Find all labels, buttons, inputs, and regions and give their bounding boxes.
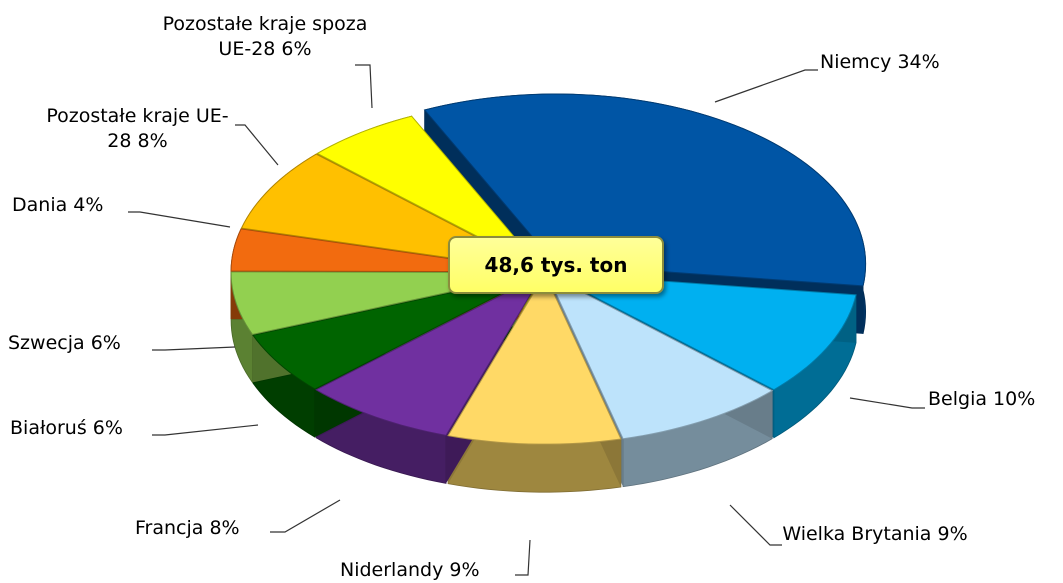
- value-label: 9%: [937, 523, 968, 545]
- value-label: 4%: [73, 194, 104, 216]
- slice: [316, 115, 544, 271]
- slice-label: Niderlandy 9%: [340, 558, 480, 583]
- value-label: 10%: [993, 388, 1036, 410]
- value-label: 34%: [897, 51, 940, 73]
- slice: [252, 272, 542, 390]
- leader-line: [270, 499, 341, 533]
- slice-label: Francja 8%: [135, 516, 240, 541]
- leader-line: [152, 346, 236, 351]
- slice: [545, 272, 774, 440]
- slice-label: Pozostałe kraje UE-28 8%: [40, 104, 235, 154]
- category: Szwecja: [8, 332, 85, 354]
- slice-label: Pozostałe kraje spoza UE-28 6%: [155, 12, 375, 62]
- leader-lines: [128, 64, 925, 576]
- slice-label: Wielka Brytania 9%: [775, 522, 975, 547]
- value-label: 6%: [90, 332, 121, 354]
- value-label: 9%: [449, 559, 480, 581]
- category: Francja: [135, 517, 204, 539]
- slice: [447, 273, 622, 445]
- category: Niderlandy: [340, 559, 444, 581]
- category: Pozostałe kraje spoza UE-28: [162, 13, 368, 60]
- leader-line: [849, 397, 925, 409]
- leader-line: [515, 539, 531, 576]
- category: Wielka Brytania: [782, 523, 932, 545]
- slice-label: Niemcy 34%: [820, 50, 940, 75]
- leader-line: [235, 124, 279, 166]
- slice: [315, 272, 545, 436]
- category: Pozostałe kraje UE-28: [46, 105, 229, 152]
- leader-line: [714, 69, 818, 103]
- leader-line: [729, 504, 782, 546]
- center-label: 48,6 tys. ton: [448, 236, 664, 294]
- category: Niemcy: [820, 51, 892, 73]
- category: Białoruś: [10, 417, 87, 439]
- value-label: 6%: [92, 417, 123, 439]
- leader-line: [128, 211, 231, 228]
- value-label: 8%: [209, 517, 240, 539]
- slice-label: Belgia 10%: [928, 387, 1035, 412]
- slice: [548, 272, 857, 391]
- leader-line: [355, 64, 373, 109]
- slice-label: Dania 4%: [12, 193, 103, 218]
- slice-label: Białoruś 6%: [10, 416, 123, 441]
- value-label: 6%: [281, 38, 312, 60]
- slice-label: Szwecja 6%: [8, 331, 121, 356]
- category: Dania: [12, 194, 68, 216]
- value-label: 8%: [137, 130, 168, 152]
- category: Belgia: [928, 388, 987, 410]
- leader-line: [152, 424, 259, 436]
